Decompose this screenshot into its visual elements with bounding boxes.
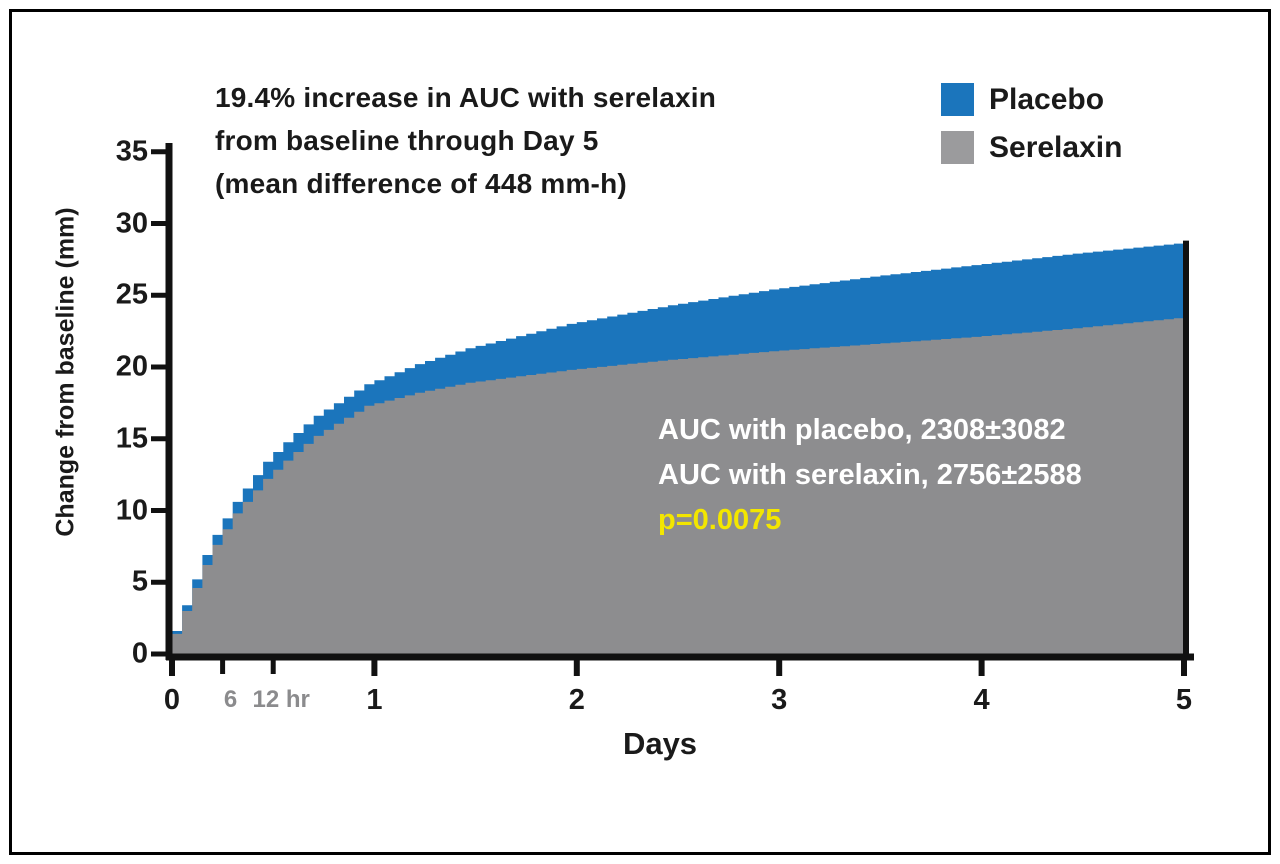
area-serelaxin [172, 318, 1188, 654]
figure-border [9, 9, 1271, 855]
x-tick-label: 4 [973, 684, 990, 716]
p-value-text: p=0.0075 [658, 504, 782, 536]
y-tick-label: 15 [115, 422, 148, 455]
placebo-swatch-icon [941, 83, 974, 116]
x-minor-tick-label: 6 [223, 686, 238, 713]
y-tick-label: 5 [131, 565, 148, 598]
chart-title: 19.4% increase in AUC with serelaxin fro… [215, 76, 716, 205]
y-tick-label: 0 [131, 637, 148, 670]
auc-serelaxin-text: AUC with serelaxin, 2756±2588 [658, 459, 1082, 491]
legend-label-serelaxin: Serelaxin [989, 131, 1123, 164]
y-tick-label: 25 [115, 278, 148, 311]
y-tick-label: 30 [115, 207, 148, 239]
y-axis-title: Change from baseline (mm) [51, 207, 80, 537]
serelaxin-swatch-icon [941, 131, 974, 164]
legend: Placebo Serelaxin [941, 83, 1122, 179]
x-tick-label: 5 [1175, 684, 1193, 716]
y-tick-label: 20 [115, 350, 148, 383]
legend-label-placebo: Placebo [989, 83, 1105, 116]
chart-title-line-3: (mean difference of 448 mm-h) [215, 168, 627, 199]
x-axis-title: Days [622, 726, 698, 761]
x-tick-label: 1 [366, 684, 383, 716]
x-tick-label: 2 [568, 684, 585, 716]
x-tick-label: 3 [771, 684, 788, 716]
legend-item-placebo: Placebo [941, 83, 1122, 116]
y-tick-label: 10 [115, 494, 148, 526]
y-tick-label: 35 [115, 135, 148, 168]
chart-title-line-2: from baseline through Day 5 [215, 125, 599, 156]
x-minor-tick-label: 12 hr [252, 686, 310, 713]
auc-placebo-text: AUC with placebo, 2308±3082 [658, 414, 1066, 446]
chart-title-line-1: 19.4% increase in AUC with serelaxin [215, 82, 717, 113]
auc-annotation: AUC with placebo, 2308±3082 AUC with ser… [658, 408, 1082, 543]
x-tick-label: 0 [163, 684, 181, 716]
legend-item-serelaxin: Serelaxin [941, 131, 1122, 164]
